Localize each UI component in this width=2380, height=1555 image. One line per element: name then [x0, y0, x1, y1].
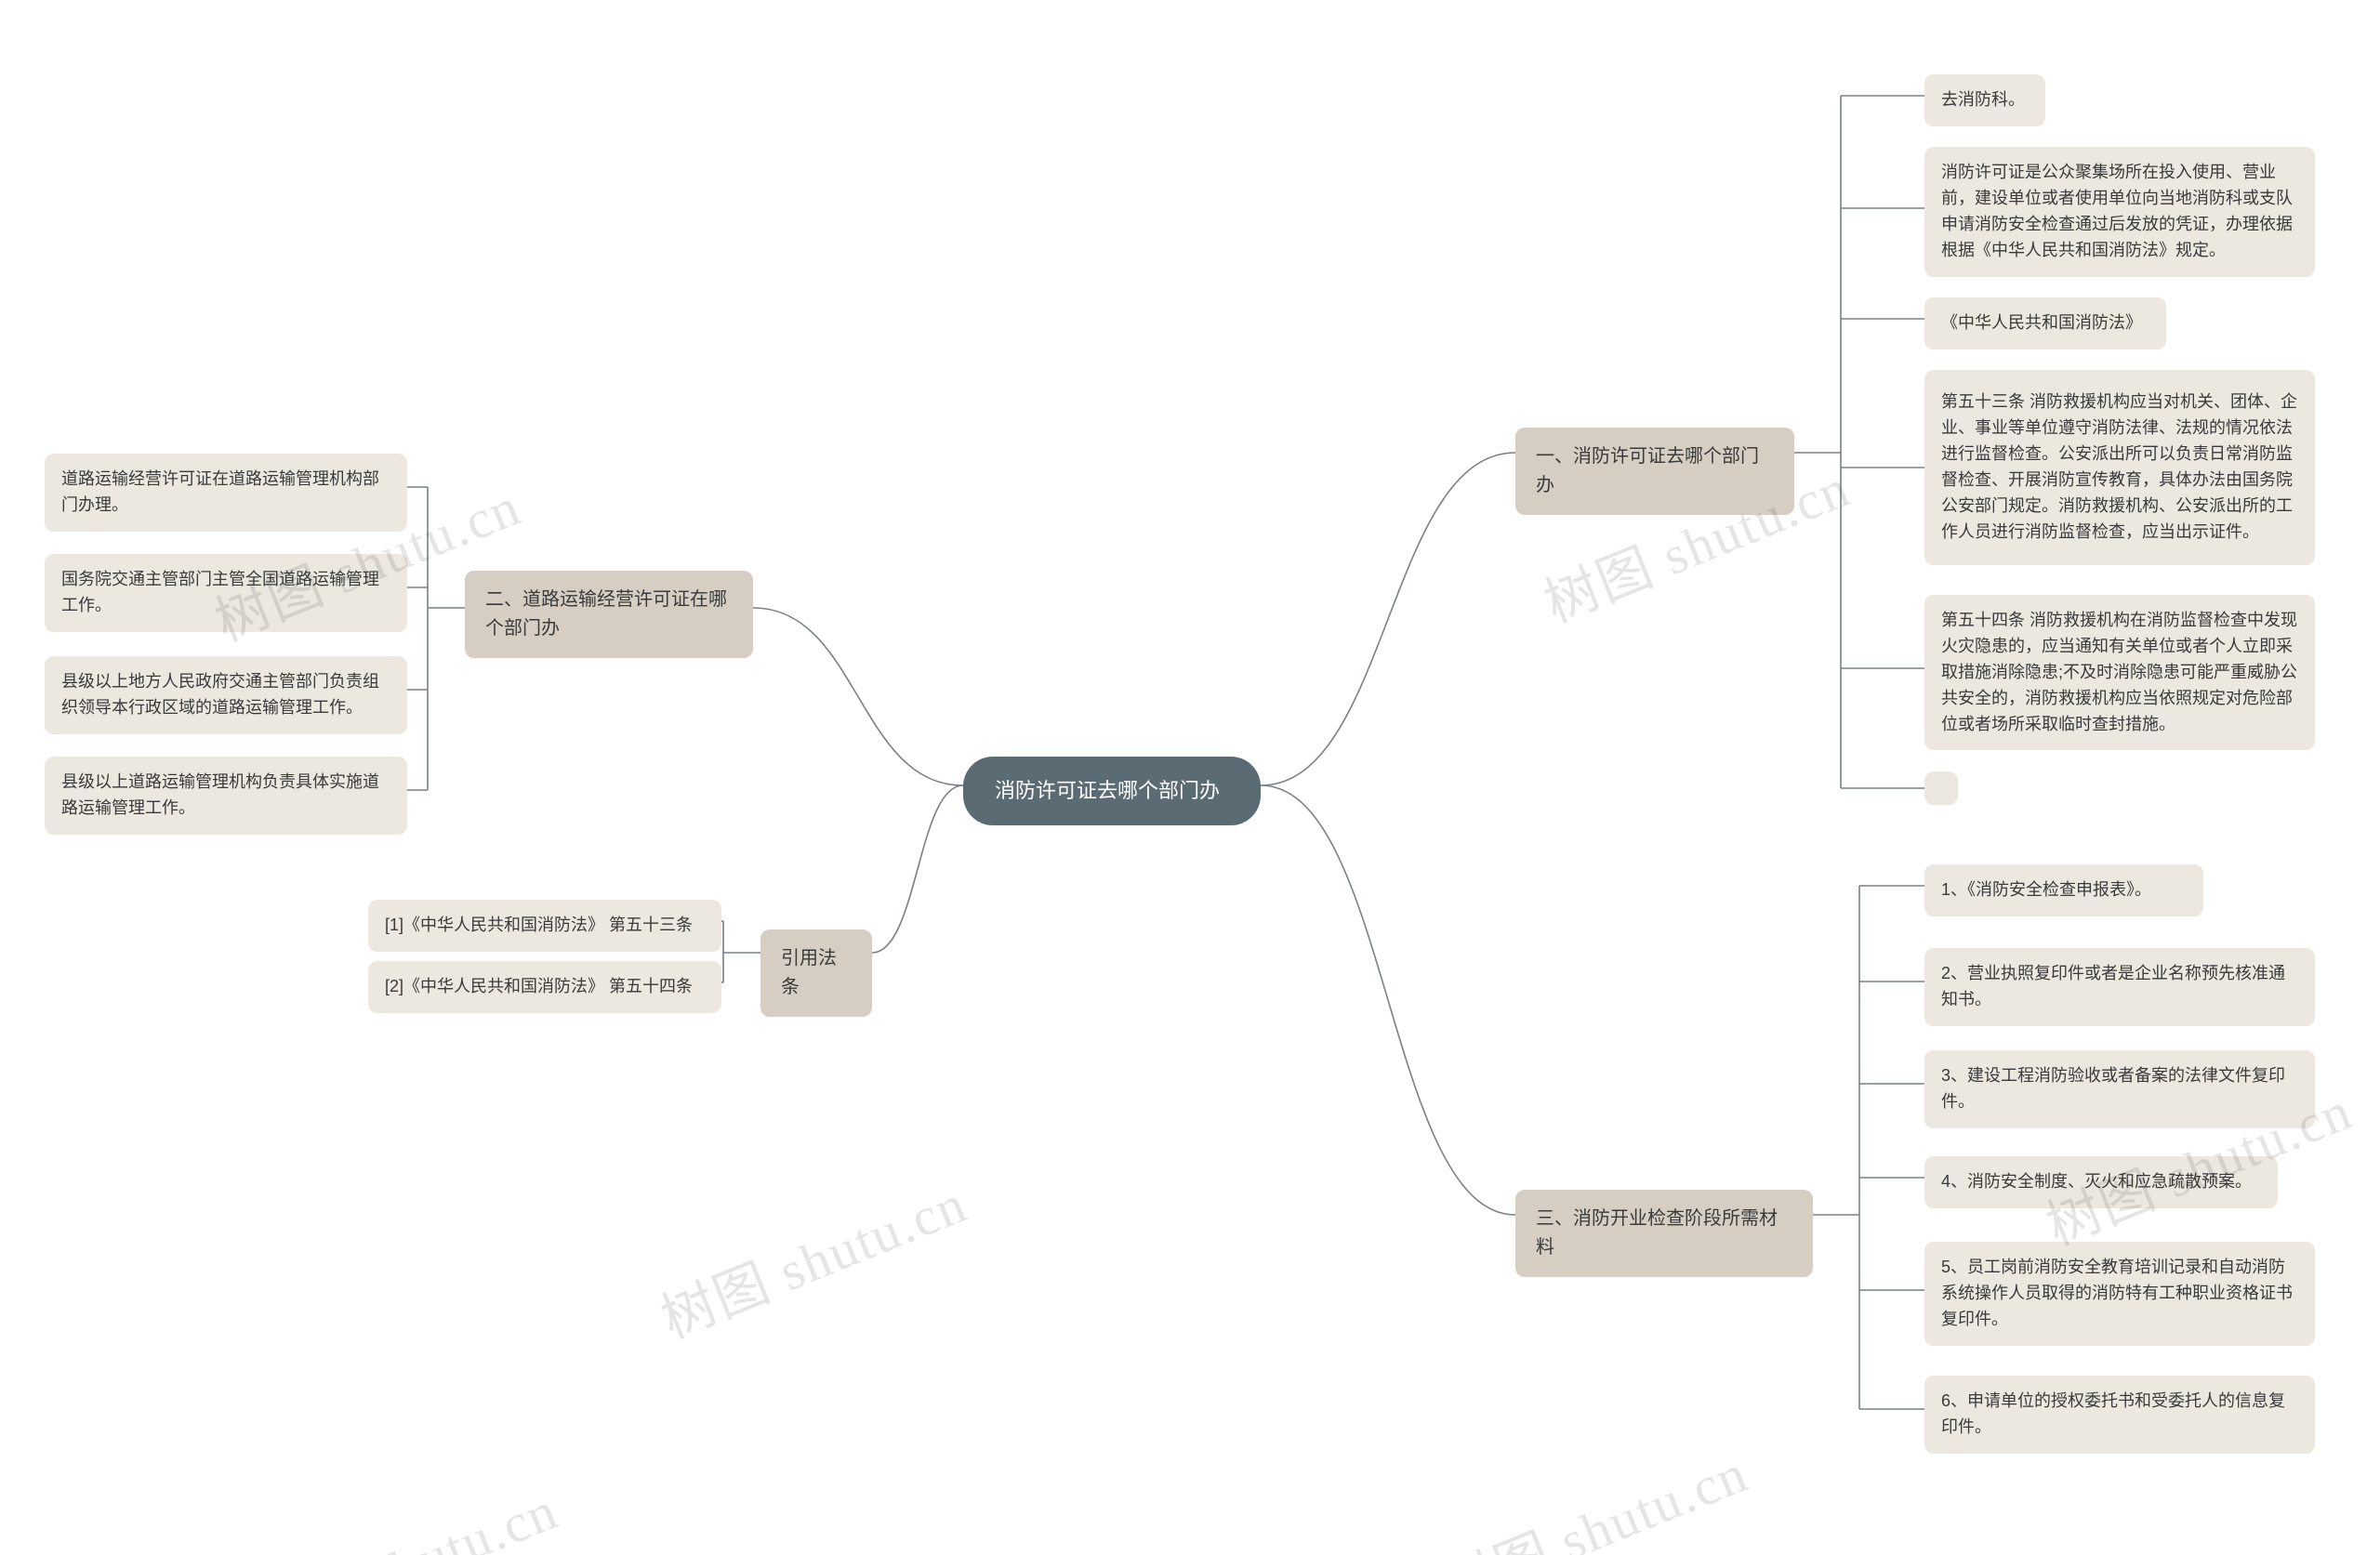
- watermark: 树图 shutu.cn: [1429, 1430, 1758, 1555]
- leaf-b2l3[interactable]: 县级以上地方人民政府交通主管部门负责组织领导本行政区域的道路运输管理工作。: [45, 656, 407, 734]
- leaf-b3l3[interactable]: 3、建设工程消防验收或者备案的法律文件复印件。: [1924, 1050, 2315, 1128]
- leaf-b3l4[interactable]: 4、消防安全制度、灭火和应急疏散预案。: [1924, 1156, 2278, 1208]
- branch-b2[interactable]: 二、道路运输经营许可证在哪个部门办: [465, 571, 753, 658]
- leaf-b3l2[interactable]: 2、营业执照复印件或者是企业名称预先核准通知书。: [1924, 948, 2315, 1026]
- leaf-b1l5[interactable]: 第五十四条 消防救援机构在消防监督检查中发现火灾隐患的，应当通知有关单位或者个人…: [1924, 595, 2315, 750]
- leaf-b3l1[interactable]: 1、《消防安全检查申报表》。: [1924, 864, 2203, 916]
- leaf-b2l4[interactable]: 县级以上道路运输管理机构负责具体实施道路运输管理工作。: [45, 757, 407, 835]
- mindmap-canvas: 消防许可证去哪个部门办 一、消防许可证去哪个部门办 去消防科。消防许可证是公众聚集场…: [0, 0, 2380, 1555]
- branch-b4[interactable]: 引用法条: [760, 929, 872, 1017]
- watermark: 树图 shutu.cn: [239, 1467, 568, 1555]
- branch-b1[interactable]: 一、消防许可证去哪个部门办: [1515, 428, 1794, 515]
- leaf-b3l6[interactable]: 6、申请单位的授权委托书和受委托人的信息复印件。: [1924, 1376, 2315, 1454]
- watermark: 树图 shutu.cn: [648, 1160, 977, 1353]
- leaf-b1l2[interactable]: 消防许可证是公众聚集场所在投入使用、营业前，建设单位或者使用单位向当地消防科或支…: [1924, 147, 2315, 277]
- leaf-b4l2[interactable]: [2]《中华人民共和国消防法》 第五十四条: [368, 961, 721, 1013]
- leaf-b4l1[interactable]: [1]《中华人民共和国消防法》 第五十三条: [368, 900, 721, 952]
- root-node[interactable]: 消防许可证去哪个部门办: [963, 757, 1261, 825]
- leaf-b1l3[interactable]: 《中华人民共和国消防法》: [1924, 297, 2166, 349]
- leaf-b1l6[interactable]: [1924, 771, 1958, 805]
- leaf-b1l1[interactable]: 去消防科。: [1924, 74, 2045, 126]
- leaf-b2l1[interactable]: 道路运输经营许可证在道路运输管理机构部门办理。: [45, 454, 407, 532]
- leaf-b2l2[interactable]: 国务院交通主管部门主管全国道路运输管理工作。: [45, 554, 407, 632]
- branch-b3[interactable]: 三、消防开业检查阶段所需材料: [1515, 1190, 1813, 1277]
- leaf-b1l4[interactable]: 第五十三条 消防救援机构应当对机关、团体、企业、事业等单位遵守消防法律、法规的情…: [1924, 370, 2315, 565]
- leaf-b3l5[interactable]: 5、员工岗前消防安全教育培训记录和自动消防系统操作人员取得的消防特有工种职业资格…: [1924, 1242, 2315, 1346]
